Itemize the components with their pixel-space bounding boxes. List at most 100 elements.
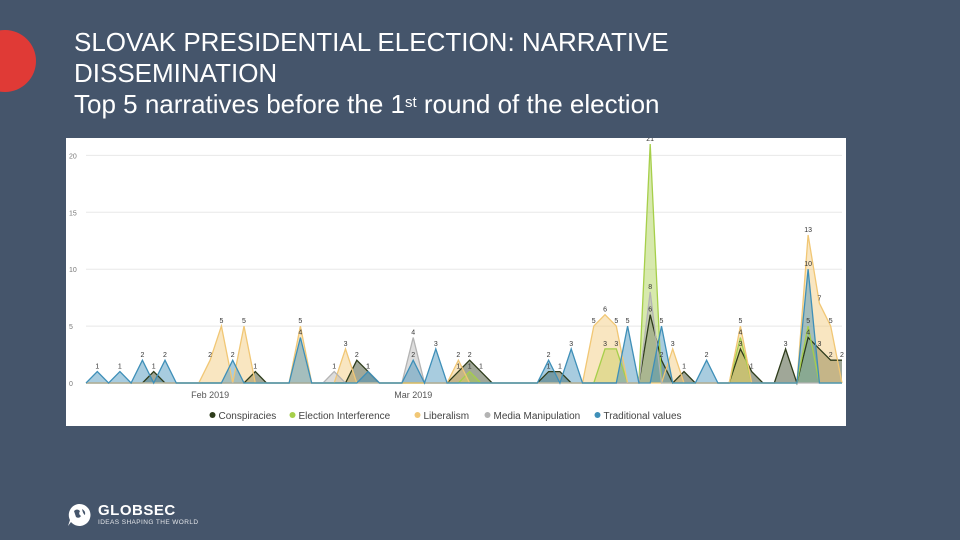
data-label: 5 (298, 318, 302, 325)
y-tick-label: 5 (69, 324, 73, 331)
data-label: 3 (603, 341, 607, 348)
area-traditional-values (86, 269, 842, 383)
globsec-logo: GLOBSEC IDEAS SHAPING THE WORLD (66, 502, 198, 528)
data-label: 2 (208, 352, 212, 359)
data-label: 2 (163, 352, 167, 359)
data-label: 2 (840, 352, 844, 359)
legend-item: Election Interference (299, 411, 391, 422)
data-label: 1 (682, 364, 686, 371)
data-label: 3 (434, 341, 438, 348)
chart-grid (86, 154, 842, 384)
data-label: 1 (118, 364, 122, 371)
data-label: 3 (614, 341, 618, 348)
globe-speech-bubble-icon (68, 503, 91, 526)
data-label: 2 (411, 352, 415, 359)
data-label: 5 (592, 318, 596, 325)
data-label: 1 (253, 364, 257, 371)
data-label: 10 (804, 261, 812, 268)
data-label: 3 (344, 341, 348, 348)
data-label: 1 (95, 364, 99, 371)
legend-item: Liberalism (424, 411, 470, 422)
data-label: 5 (242, 318, 246, 325)
data-label: 13 (804, 227, 812, 234)
data-label: 2 (231, 352, 235, 359)
data-label: 3 (817, 341, 821, 348)
data-label: 5 (660, 318, 664, 325)
data-label: 1 (366, 364, 370, 371)
y-tick-label: 0 (69, 381, 73, 388)
area-election-interference (86, 144, 842, 383)
data-label: 1 (479, 364, 483, 371)
x-tick-label: Mar 2019 (394, 390, 432, 400)
data-label: 4 (806, 329, 810, 336)
data-label: 21 (646, 138, 654, 143)
area-liberalism (86, 235, 842, 383)
legend-marker (484, 412, 491, 418)
data-label: 4 (298, 329, 302, 336)
data-label: 3 (569, 341, 573, 348)
data-label: 3 (738, 341, 742, 348)
data-label: 1 (750, 364, 754, 371)
legend-marker (209, 412, 216, 418)
data-label: 2 (829, 352, 833, 359)
data-label: 3 (784, 341, 788, 348)
subtitle: Top 5 narratives before the 1st round of… (74, 89, 660, 119)
data-label: 2 (456, 352, 460, 359)
legend-item: Media Manipulation (494, 411, 581, 422)
chart-lines (85, 143, 843, 386)
data-label: 1 (468, 364, 472, 371)
data-label: 3 (671, 341, 675, 348)
line-traditional-values (85, 269, 842, 385)
data-label: 5 (626, 318, 630, 325)
legend-item: Traditional values (604, 411, 682, 422)
narrative-chart: 1 1 2 1 1 2 1 1 1 6 2 1 3 1 3 4 3 2 2 1 3 3 21 4 5 2 5 5 5 3 2 5 6 5 3 5 13 7… (66, 138, 846, 426)
y-tick-label: 20 (69, 153, 77, 160)
logo-tagline: IDEAS SHAPING THE WORLD (98, 519, 199, 526)
legend-marker (414, 412, 421, 418)
y-tick-label: 15 (69, 210, 77, 217)
line-liberalism (86, 234, 843, 384)
y-tick-label: 10 (69, 267, 77, 274)
data-label: 1 (547, 364, 551, 371)
subtitle-pre: Top 5 narratives before the 1 (74, 89, 405, 119)
legend-marker (289, 412, 296, 418)
data-label: 2 (705, 352, 709, 359)
data-label: 1 (332, 364, 336, 371)
data-label: 4 (738, 329, 742, 336)
red-accent-circle (0, 30, 36, 92)
data-label: 5 (829, 318, 833, 325)
subtitle-post: round of the election (416, 89, 660, 119)
chart-areas (86, 144, 842, 383)
chart-legend: Conspiracies Election Interference Liberal… (209, 411, 682, 422)
data-label: 1 (366, 364, 370, 371)
data-label: 4 (411, 329, 415, 336)
line-election-interference (86, 143, 842, 384)
data-label: 5 (806, 318, 810, 325)
data-label: 2 (547, 352, 551, 359)
data-label: 1 (456, 364, 460, 371)
data-label: 8 (648, 284, 652, 291)
data-label: 5 (614, 318, 618, 325)
legend-marker (594, 412, 601, 418)
data-label: 2 (140, 352, 144, 359)
data-label: 5 (219, 318, 223, 325)
legend-item: Conspiracies (219, 411, 277, 422)
data-label: 7 (817, 295, 821, 302)
data-label: 2 (468, 352, 472, 359)
data-label: 1 (152, 364, 156, 371)
data-label: 6 (648, 307, 652, 314)
data-label: 1 (558, 364, 562, 371)
data-label: 5 (738, 318, 742, 325)
data-label: 2 (355, 352, 359, 359)
title-line-1: SLOVAK PRESIDENTIAL ELECTION: NARRATIVE (74, 27, 669, 57)
title-line-2: DISSEMINATION (74, 58, 278, 88)
data-label: 6 (603, 307, 607, 314)
slide-title: SLOVAK PRESIDENTIAL ELECTION: NARRATIVE … (74, 27, 669, 120)
subtitle-superscript: st (404, 94, 417, 111)
x-tick-label: Feb 2019 (191, 390, 229, 400)
logo-name: GLOBSEC (98, 502, 176, 519)
data-label: 2 (660, 352, 664, 359)
